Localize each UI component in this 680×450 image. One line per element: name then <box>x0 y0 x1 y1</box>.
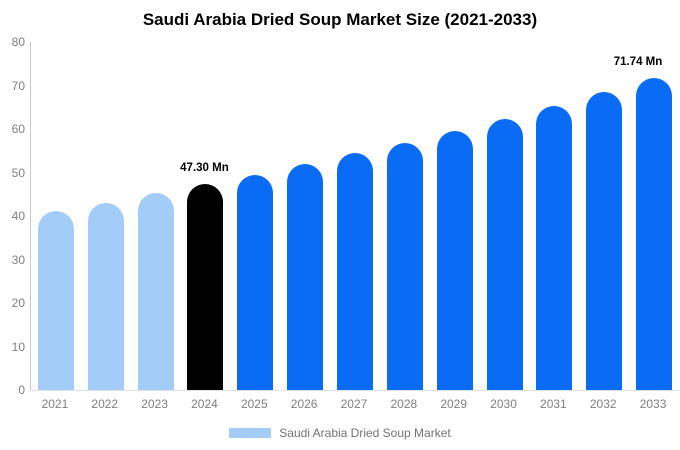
bar-2025[interactable] <box>237 174 274 390</box>
x-axis-tick-2021: 2021 <box>41 397 69 411</box>
bar-2033[interactable] <box>636 77 673 390</box>
bar-2022[interactable] <box>87 202 124 390</box>
bar-2031[interactable] <box>536 105 573 390</box>
y-axis-tick-50: 50 <box>11 165 25 180</box>
data-label-2024: 47.30 Mn <box>180 162 229 175</box>
bar-2021[interactable] <box>37 210 74 390</box>
x-axis-tick-2025: 2025 <box>240 397 268 411</box>
y-axis-tick-20: 20 <box>11 296 25 310</box>
legend-label: Saudi Arabia Dried Soup Market <box>279 426 451 440</box>
x-axis-tick-2027: 2027 <box>340 397 368 411</box>
data-label-2033: 71.74 Mn <box>613 55 663 68</box>
x-axis-tick-2023: 2023 <box>141 397 168 411</box>
chart-title: Saudi Arabia Dried Soup Market Size (202… <box>142 10 538 29</box>
bar-2026[interactable] <box>287 164 324 390</box>
bar-2028[interactable] <box>386 142 423 390</box>
legend-item[interactable]: Saudi Arabia Dried Soup Market <box>0 426 680 440</box>
x-axis-tick-2031: 2031 <box>540 397 567 411</box>
bar-2030[interactable] <box>486 118 523 390</box>
plot-area <box>30 42 679 391</box>
bar-2032[interactable] <box>586 92 623 390</box>
y-axis-tick-80: 80 <box>11 35 25 49</box>
y-axis-tick-40: 40 <box>11 209 25 223</box>
y-axis-tick-0: 0 <box>18 383 25 397</box>
legend-swatch <box>229 428 272 438</box>
y-axis-tick-10: 10 <box>11 339 25 354</box>
x-axis-tick-2033: 2033 <box>639 397 667 411</box>
x-axis-tick-2022: 2022 <box>91 397 119 411</box>
x-axis-tick-2024: 2024 <box>191 397 218 411</box>
y-axis-tick-30: 30 <box>11 252 25 267</box>
y-axis-tick-70: 70 <box>11 78 25 93</box>
x-axis-tick-2032: 2032 <box>589 397 617 411</box>
bar-2029[interactable] <box>436 130 473 390</box>
x-axis-tick-2026: 2026 <box>290 397 318 411</box>
x-axis-tick-2029: 2029 <box>440 397 468 411</box>
y-axis-tick-60: 60 <box>11 122 25 136</box>
bar-2023[interactable] <box>137 193 174 390</box>
x-axis-tick-2028: 2028 <box>390 397 418 411</box>
bar-2024[interactable] <box>187 184 224 390</box>
bar-2027[interactable] <box>337 153 373 390</box>
x-axis-tick-2030: 2030 <box>490 397 517 411</box>
